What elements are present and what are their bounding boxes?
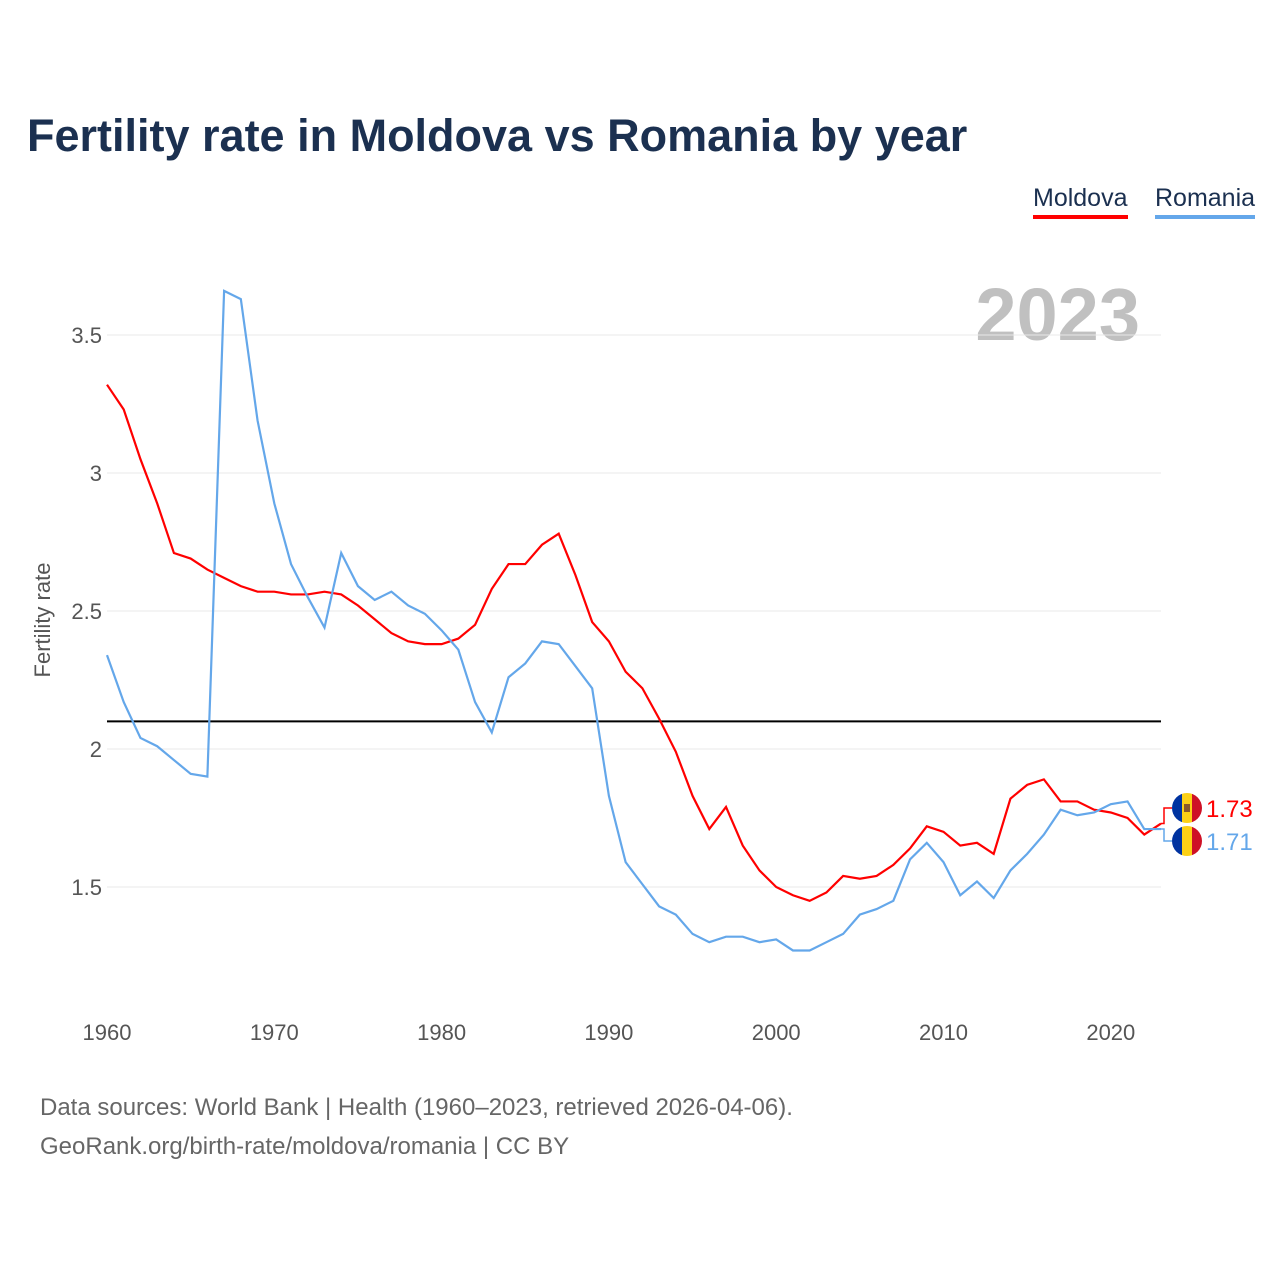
flag-moldova-icon bbox=[1172, 793, 1202, 823]
source-line-2[interactable]: GeoRank.org/birth-rate/moldova/romania |… bbox=[40, 1133, 570, 1160]
flag-romania-icon bbox=[1172, 826, 1202, 856]
y-tick-label: 3.5 bbox=[71, 323, 102, 348]
year-watermark: 2023 bbox=[975, 273, 1140, 356]
x-tick-label: 1960 bbox=[83, 1020, 132, 1045]
end-value-moldova: 1.73 bbox=[1206, 796, 1253, 823]
source-line-1: Data sources: World Bank | Health (1960–… bbox=[40, 1094, 793, 1121]
x-tick-label: 2000 bbox=[752, 1020, 801, 1045]
y-tick-label: 2.5 bbox=[71, 599, 102, 624]
end-connector bbox=[1161, 807, 1172, 825]
legend-romania[interactable]: Romania bbox=[1155, 184, 1256, 219]
y-tick-label: 3 bbox=[90, 461, 102, 486]
end-value-romania: 1.71 bbox=[1206, 829, 1253, 856]
y-tick-label: 1.5 bbox=[71, 875, 102, 900]
x-tick-label: 1970 bbox=[250, 1020, 299, 1045]
x-tick-label: 2020 bbox=[1086, 1020, 1135, 1045]
y-tick-label: 2 bbox=[90, 737, 102, 762]
legend-moldova[interactable]: Moldova bbox=[1033, 184, 1128, 219]
y-axis-label: Fertility rate bbox=[30, 563, 55, 678]
source-note: Data sources: World Bank | Health (1960–… bbox=[40, 1088, 793, 1166]
chart-plot: 2023 Fertility rate 1.5 2 2.5 3 3.5 1960 1970 1… bbox=[30, 273, 1253, 1045]
series-line-moldova bbox=[106, 384, 1162, 902]
x-tick-label: 1980 bbox=[417, 1020, 466, 1045]
end-connector bbox=[1161, 828, 1172, 842]
chart-title: Fertility rate in Moldova vs Romania by … bbox=[27, 110, 968, 161]
x-tick-label: 2010 bbox=[919, 1020, 968, 1045]
x-tick-label: 1990 bbox=[584, 1020, 633, 1045]
series-line-romania bbox=[105, 289, 1161, 952]
